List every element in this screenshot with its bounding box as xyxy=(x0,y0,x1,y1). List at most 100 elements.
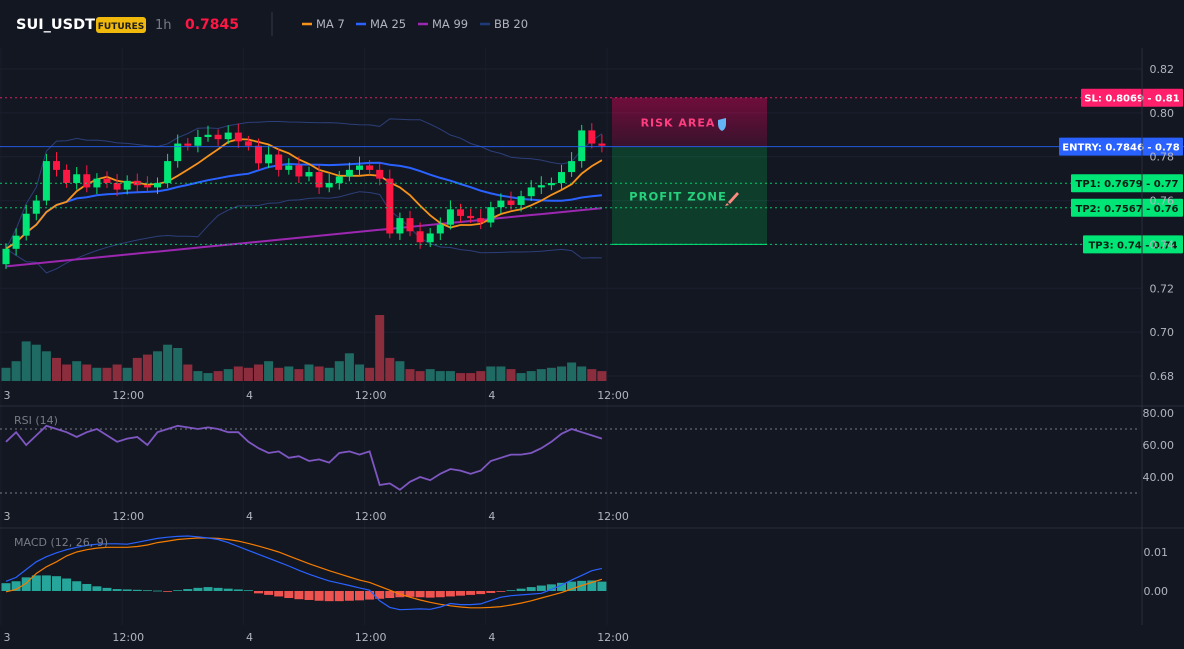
rsi-line xyxy=(5,424,603,491)
candle-body xyxy=(325,183,333,188)
price-axis[interactable]: 0.68 0.70 0.72 0.74 0.76 0.78 0.80 0.82 xyxy=(1141,48,1175,625)
candle-body xyxy=(123,180,131,190)
volume-bar xyxy=(284,366,294,381)
candle-body xyxy=(204,134,212,137)
macd-histogram-bar xyxy=(274,591,284,597)
candle-body xyxy=(53,161,60,170)
candle xyxy=(588,123,596,149)
candle xyxy=(123,175,131,195)
candle-body xyxy=(436,224,444,234)
time-tick-label: 4 xyxy=(246,631,253,644)
candle-body xyxy=(305,172,313,177)
macd-histogram-bar xyxy=(72,581,82,591)
candle xyxy=(113,174,121,197)
legend-label-0[interactable]: MA 7 xyxy=(316,17,345,31)
level-tag-tp2[interactable]: TP2: 0.7567 - 0.76 xyxy=(1076,204,1179,215)
candle xyxy=(275,149,283,177)
macd-histogram-bar xyxy=(304,591,314,600)
price-tick-label: 0.72 xyxy=(1150,282,1175,295)
candle xyxy=(436,217,444,241)
time-tick-label: 3 xyxy=(4,389,11,402)
panel-separators[interactable] xyxy=(0,405,1184,529)
candle-body xyxy=(386,178,394,234)
candle xyxy=(376,162,384,186)
level-tag-sl[interactable]: SL: 0.8069 - 0.81 xyxy=(1084,94,1179,105)
volume-bar xyxy=(496,366,506,381)
volume-bar xyxy=(163,344,173,381)
price-levels: SL: 0.8069 - 0.81 ENTRY: 0.7846 - 0.78 TP1… xyxy=(0,88,1184,254)
volume-bar xyxy=(213,371,223,381)
candle xyxy=(366,160,374,175)
macd-histogram-bar xyxy=(567,581,577,591)
candle-body xyxy=(234,132,242,142)
grid xyxy=(0,48,1142,625)
time-tick-label: 4 xyxy=(488,389,495,402)
candle xyxy=(477,209,485,230)
volume-bar xyxy=(72,361,82,381)
candle-body xyxy=(255,145,262,164)
ma99-line xyxy=(5,207,602,268)
candle xyxy=(386,169,394,239)
legend-label-3[interactable]: BB 20 xyxy=(494,17,528,31)
time-tick-label: 12:00 xyxy=(597,631,629,644)
rsi-title: RSI (14) xyxy=(14,414,58,427)
candle xyxy=(204,125,212,142)
macd-histogram-bar xyxy=(31,575,41,591)
rsi-tick-label: 80.00 xyxy=(1143,407,1175,420)
price-tick-label: 0.74 xyxy=(1150,238,1175,251)
futures-badge: FUTURES xyxy=(98,22,144,32)
volume-bar xyxy=(577,366,587,381)
macd-histogram-bar xyxy=(516,588,526,591)
time-tick-label: 4 xyxy=(246,510,253,523)
volume-bar xyxy=(415,371,425,381)
macd-histogram-bar xyxy=(456,591,465,596)
macd-histogram-bar xyxy=(132,589,142,591)
macd-histogram-bar xyxy=(213,587,223,591)
volume-bar xyxy=(425,369,435,381)
candle xyxy=(406,210,414,237)
candle-body xyxy=(275,154,283,170)
candle-body xyxy=(154,183,161,188)
legend-label-1[interactable]: MA 25 xyxy=(370,17,406,31)
time-tick-label: 4 xyxy=(246,389,253,402)
candle xyxy=(487,201,495,228)
volume-bar xyxy=(183,364,193,381)
candle xyxy=(194,129,202,153)
candle xyxy=(214,129,222,146)
level-tag-tp3[interactable]: TP3: 0.74 - 0.74 xyxy=(1088,240,1177,251)
level-tag-entry[interactable]: ENTRY: 0.7846 - 0.78 xyxy=(1062,143,1179,154)
candle-body xyxy=(214,134,222,140)
chart-header: SUI_USDT FUTURES 1h 0.7845 MA 7 MA 25 MA 9… xyxy=(16,12,528,36)
level-tag-bg-sl xyxy=(1081,88,1183,107)
volume-bar xyxy=(536,369,546,381)
volume-bar xyxy=(546,367,556,381)
candle xyxy=(12,228,20,256)
candle-body xyxy=(558,172,565,184)
macd-histogram-bar xyxy=(405,591,415,597)
candle xyxy=(22,204,30,241)
price-tick-label: 0.76 xyxy=(1150,195,1175,208)
macd-histogram-bar xyxy=(82,583,92,591)
ma25-line xyxy=(5,161,602,250)
candle xyxy=(335,170,343,190)
macd-histogram-bar xyxy=(425,591,435,598)
macd-histogram-bar xyxy=(355,591,364,601)
bb-upper xyxy=(5,118,603,250)
candle xyxy=(396,212,404,241)
symbol-title[interactable]: SUI_USDT xyxy=(16,17,95,33)
level-tag-tp1[interactable]: TP1: 0.7679 - 0.77 xyxy=(1076,179,1179,190)
candle xyxy=(558,164,565,190)
candle-body xyxy=(315,172,323,188)
interval-label[interactable]: 1h xyxy=(155,18,172,33)
legend-label-2[interactable]: MA 99 xyxy=(432,17,468,31)
candle xyxy=(244,135,252,151)
time-tick-label: 12:00 xyxy=(597,510,629,523)
volume-bar xyxy=(82,364,92,381)
macd-histogram-bar xyxy=(142,590,152,592)
level-tag-bg-entry xyxy=(1059,137,1183,156)
candle-body xyxy=(537,185,545,188)
candle xyxy=(2,243,10,269)
volume-bar xyxy=(243,367,253,381)
candle xyxy=(265,145,273,169)
